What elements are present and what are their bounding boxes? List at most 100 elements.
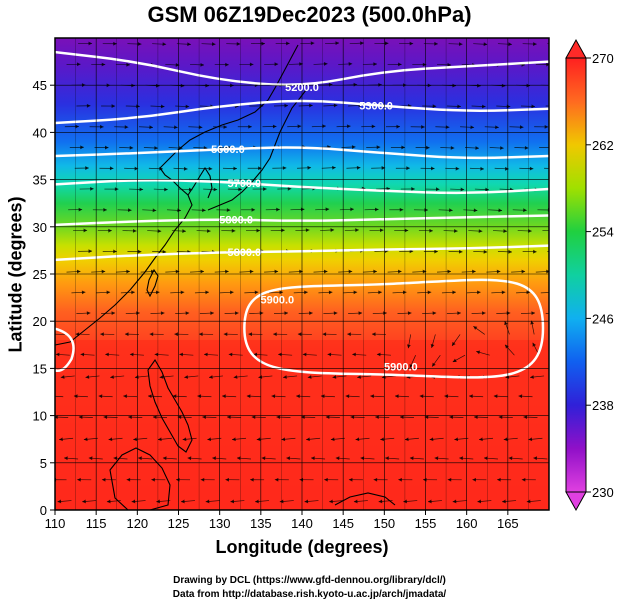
y-tick-label: 10 [33, 409, 47, 424]
streamline-arrow [131, 290, 135, 295]
streamline-arrow [202, 208, 206, 213]
streamline-arrow [350, 415, 355, 420]
colorbar-tick-label: 230 [592, 485, 614, 500]
streamline-arrow [407, 311, 412, 316]
streamline-arrow [282, 166, 287, 170]
streamline-arrow [411, 187, 415, 191]
streamline-arrow [558, 250, 562, 254]
streamline-arrow [353, 82, 358, 87]
streamline-arrow [83, 228, 88, 233]
streamline-arrow [546, 62, 549, 67]
colorbar-tick-label: 238 [592, 398, 614, 413]
streamline-arrow [138, 456, 142, 461]
streamline-arrow [306, 437, 310, 442]
streamline-arrow [185, 104, 190, 109]
streamline-arrow [273, 332, 277, 337]
streamline-arrow [230, 290, 234, 295]
streamline-arrow [80, 352, 85, 357]
streamline-arrow [424, 415, 429, 420]
streamline-arrow [200, 269, 205, 274]
streamline-arrow [124, 125, 129, 129]
streamline-arrow [205, 499, 210, 504]
streamline-arrow [503, 229, 507, 233]
streamline-arrow [526, 499, 531, 504]
streamline-arrow [101, 477, 106, 482]
streamline-arrow [301, 415, 305, 420]
streamline-arrow [137, 42, 142, 46]
streamline-arrow [64, 456, 68, 461]
streamline-arrow [556, 104, 560, 108]
streamline-arrow [531, 104, 535, 109]
contour-line [55, 146, 549, 160]
streamline-arrow [200, 477, 205, 482]
streamline-arrow [148, 394, 152, 399]
streamline-arrow [556, 311, 560, 315]
contour-line [55, 99, 549, 125]
streamline-arrow [429, 228, 433, 233]
streamline-arrow [550, 146, 554, 150]
streamline-arrow [477, 290, 481, 295]
streamline-arrow [459, 456, 463, 461]
coastline-philippines [147, 358, 193, 453]
streamline-arrow [85, 166, 89, 171]
streamline-arrow [276, 415, 281, 420]
streamline-arrow [449, 208, 453, 213]
streamline-arrow [375, 415, 379, 420]
streamline-arrow [348, 269, 353, 274]
x-tick-label: 130 [209, 516, 231, 531]
streamline-arrow [353, 290, 358, 295]
streamline-arrow [162, 456, 167, 461]
streamline-arrow [399, 207, 404, 212]
streamline-arrow [111, 311, 116, 316]
streamline-arrow [483, 42, 488, 47]
streamline-arrow [246, 394, 251, 399]
streamline-arrow [523, 415, 528, 420]
streamline-arrow [371, 124, 376, 129]
streamline-arrow [182, 437, 187, 442]
streamline-arrow [233, 375, 238, 379]
streamline-arrow [76, 269, 81, 274]
streamline-arrow [299, 269, 303, 274]
streamline-arrow [432, 362, 436, 367]
streamline-arrow [432, 311, 437, 316]
streamline-arrow [371, 332, 376, 337]
streamline-arrow [160, 104, 165, 109]
chart-title: GSM 06Z19Dec2023 (500.0hPa) [147, 2, 472, 27]
streamline-arrow [404, 228, 409, 233]
streamline-arrow [357, 375, 361, 379]
streamline-arrow [111, 104, 116, 108]
contour-label: 5200.0 [285, 82, 319, 94]
streamline-arrow [263, 187, 267, 191]
streamline-arrow [406, 344, 411, 349]
streamline-arrow [281, 228, 285, 233]
streamline-arrow [110, 375, 114, 379]
streamline-arrow [88, 41, 93, 46]
streamline-arrow [360, 41, 364, 46]
streamline-arrow [457, 311, 461, 316]
streamline-arrow [501, 83, 506, 88]
streamline-arrow [85, 375, 90, 379]
streamline-arrow [483, 249, 488, 254]
streamline-arrow [184, 375, 189, 379]
streamline-arrow [309, 103, 313, 108]
streamline-arrow [309, 311, 313, 316]
streamline-arrow [234, 311, 239, 316]
streamline-arrow [200, 62, 205, 67]
streamline-arrow [533, 456, 538, 461]
streamline-arrow [447, 477, 452, 482]
streamline-arrow [322, 124, 326, 129]
streamline-arrow [279, 499, 284, 504]
streamline-arrow [375, 207, 379, 212]
streamline-arrow [129, 352, 134, 357]
x-tick-label: 135 [250, 516, 272, 531]
streamline-arrow [311, 456, 315, 461]
streamline-arrow [231, 228, 236, 233]
credit-dcl: Drawing by DCL (https://www.gfd-dennou.o… [173, 575, 446, 586]
streamline-arrow [508, 42, 512, 47]
streamline-arrow [274, 269, 279, 274]
streamline-arrow [249, 269, 254, 274]
streamline-arrow [55, 352, 60, 357]
contour-labels: 5200.0 5300.0 5600.0 5700.0 5800.0 5800.0 5900… [211, 82, 418, 373]
streamline-arrow [409, 456, 414, 461]
streamline-arrow [523, 208, 527, 213]
